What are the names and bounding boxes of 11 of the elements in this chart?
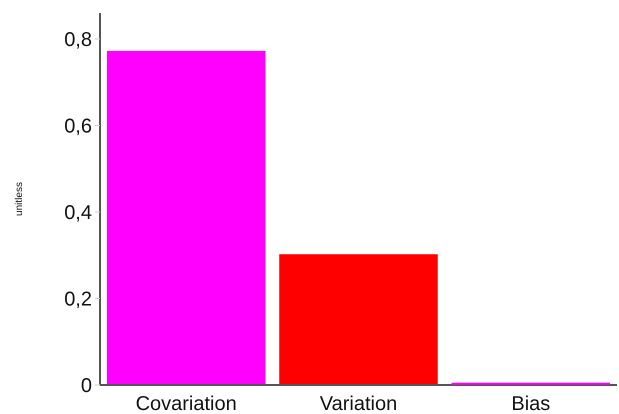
y-tick-label: 0 (80, 375, 92, 397)
x-tick-label: Covariation (136, 393, 237, 414)
y-tick-label: 0,4 (64, 202, 92, 224)
bar (279, 254, 438, 384)
y-tick-label: 0,8 (64, 28, 92, 51)
x-tick-label: Bias (511, 393, 550, 414)
bar (106, 50, 266, 384)
y-tick-label: 0,2 (64, 288, 92, 310)
x-tick-label: Variation (320, 393, 398, 414)
y-tick-label: 0,6 (64, 115, 92, 138)
y-axis-title: unitless (14, 182, 25, 216)
